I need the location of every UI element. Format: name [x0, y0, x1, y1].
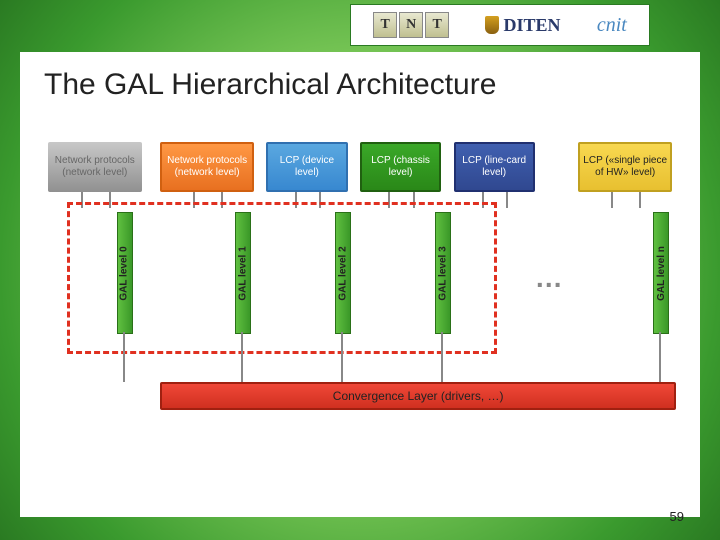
ellipsis: …: [535, 262, 565, 294]
page-number: 59: [670, 509, 684, 524]
connector: [611, 192, 613, 208]
shield-icon: [485, 16, 499, 34]
top-box-1: Network protocols (network level): [160, 142, 254, 192]
top-box-2: LCP (device level): [266, 142, 347, 192]
diten-logo: DITEN: [485, 15, 560, 36]
gal-bar-label: GAL level n: [656, 246, 667, 301]
slide-background: TNT DITEN cnit The GAL Hierarchical Arch…: [0, 0, 720, 540]
gal-bar-label: GAL level 2: [338, 246, 349, 300]
page-title: The GAL Hierarchical Architecture: [44, 68, 496, 102]
logo-bar: TNT DITEN cnit: [350, 4, 650, 46]
gal-bar-label: GAL level 1: [238, 246, 249, 300]
connector: [639, 192, 641, 208]
connector: [506, 192, 508, 208]
gal-bar-0: GAL level 0: [117, 212, 133, 334]
top-box-5: LCP («single piece of HW» level): [578, 142, 672, 192]
connector: [659, 332, 661, 382]
gal-bar-4: GAL level n: [653, 212, 669, 334]
slide-body: The GAL Hierarchical Architecture Networ…: [20, 52, 700, 517]
connector: [341, 332, 343, 382]
diagram-area: Network protocols (network level) Network…: [48, 142, 672, 442]
top-box-0: Network protocols (network level): [48, 142, 142, 192]
gal-bar-1: GAL level 1: [235, 212, 251, 334]
diten-text: DITEN: [503, 15, 560, 36]
top-box-4: LCP (line-card level): [454, 142, 535, 192]
top-box-3: LCP (chassis level): [360, 142, 441, 192]
connector: [441, 332, 443, 382]
connector: [123, 332, 125, 382]
gal-bar-label: GAL level 0: [119, 246, 130, 300]
gal-bar-2: GAL level 2: [335, 212, 351, 334]
connector: [241, 332, 243, 382]
cnit-logo: cnit: [597, 14, 627, 37]
tnt-logo: TNT: [373, 12, 449, 38]
gal-bar-3: GAL level 3: [435, 212, 451, 334]
convergence-layer: Convergence Layer (drivers, …): [160, 382, 676, 410]
gal-bar-label: GAL level 3: [437, 246, 448, 300]
